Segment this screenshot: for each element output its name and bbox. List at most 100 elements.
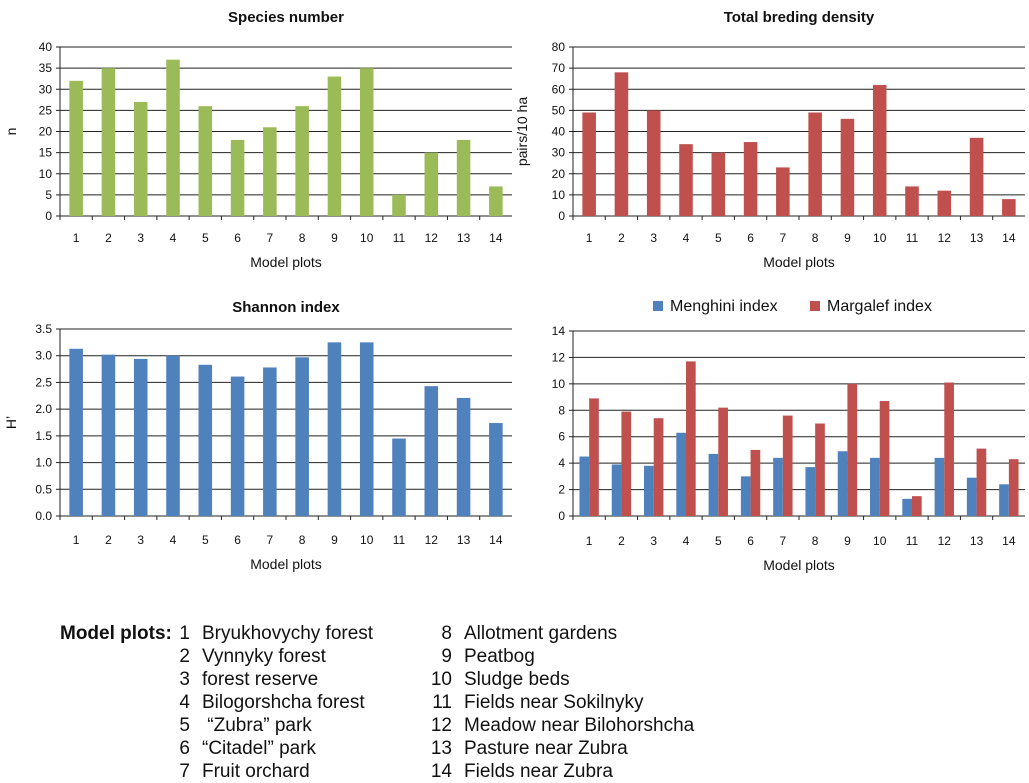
bar (327, 76, 342, 216)
species-number-chart: Species number 0 5 10 15 20 25 30 35 40 1 2 3 4 5 6 7 8 9 1… (0, 0, 520, 290)
bar (295, 106, 309, 216)
x-tick-label: 10 (360, 533, 374, 547)
legend-item-number: 5 (179, 715, 190, 736)
x-tick-label: 3 (650, 534, 657, 548)
legend-item: 6 “Citadel” park (178, 737, 373, 760)
bar (69, 80, 83, 216)
bar (579, 456, 590, 516)
x-tick-label: 10 (873, 534, 887, 548)
x-tick-label: 6 (747, 534, 754, 548)
bar (133, 358, 148, 516)
x-tick-label: 14 (489, 231, 503, 245)
y-tick-label: 4 (558, 456, 565, 470)
x-tick-label: 7 (267, 533, 274, 547)
bar (840, 118, 855, 216)
y-tick-label: 6 (558, 430, 565, 444)
y-tick-label: 2 (558, 483, 565, 497)
bar (750, 449, 761, 516)
x-tick-label: 2 (618, 534, 625, 548)
chart-title: Species number (228, 9, 344, 26)
legend-item: 7 Fruit orchard (178, 760, 373, 783)
x-tick-label: 1 (586, 534, 593, 548)
bar (944, 382, 954, 516)
bar (424, 152, 439, 216)
model-plots-legend: Model plots: 1 Bryukhovychy forest 2 Vynnyk… (60, 620, 820, 782)
x-tick-label: 12 (938, 534, 952, 548)
legend-item-number: 2 (179, 646, 190, 667)
bar (902, 498, 912, 516)
menghini-margalef-chart: 0 2 4 6 8 10 12 14 1 2 3 4 5 6 7 8 9 10 11 12 13 14 Model plot… (505, 290, 1025, 610)
legend-swatch (810, 301, 820, 311)
bar (456, 139, 471, 216)
legend-item-number: 4 (179, 692, 190, 713)
bar (69, 348, 83, 516)
bar (101, 354, 116, 516)
y-tick-label: 20 (552, 167, 566, 181)
legend-item-number: 11 (432, 692, 452, 713)
x-tick-label: 10 (873, 231, 887, 245)
legend-item: 13 Pasture near Zubra (430, 737, 694, 760)
x-tick-label: 1 (73, 231, 80, 245)
bar (263, 127, 277, 216)
bar (198, 106, 213, 216)
legend-item-number: 12 (430, 715, 452, 736)
bar (679, 144, 693, 216)
bar (392, 438, 406, 516)
bar (740, 476, 751, 516)
x-tick-label: 9 (844, 534, 851, 548)
y-tick-label: 14 (552, 324, 566, 338)
bar (359, 342, 374, 516)
y-tick-label: 5 (45, 188, 52, 202)
y-tick-label: 1.0 (35, 456, 52, 470)
x-axis-label: Model plots (763, 557, 835, 573)
legend-swatch (653, 301, 663, 311)
x-tick-label: 5 (715, 534, 722, 548)
legend-item-name: “Zubra” park (202, 715, 312, 736)
bar (489, 186, 503, 216)
x-tick-label: 11 (393, 231, 406, 245)
x-tick-label: 7 (780, 231, 787, 245)
y-tick-label: 2.0 (35, 402, 52, 416)
y-tick-label: 35 (39, 61, 53, 75)
bar (644, 465, 654, 516)
bar (614, 72, 629, 216)
x-tick-label: 5 (202, 533, 209, 547)
bar (782, 415, 793, 516)
bar (776, 167, 790, 216)
x-axis-label: Model plots (250, 556, 322, 572)
bar (489, 423, 503, 516)
bar (295, 357, 309, 516)
x-tick-label: 8 (299, 533, 306, 547)
y-tick-label: 60 (552, 82, 566, 96)
bar (934, 457, 945, 516)
x-tick-label: 3 (650, 231, 657, 245)
x-tick-label: 9 (844, 231, 851, 245)
y-tick-label: 30 (552, 146, 566, 160)
bar (969, 137, 984, 216)
x-tick-label: 10 (360, 231, 374, 245)
legend-item-number: 13 (430, 738, 452, 759)
legend-item-number: 1 (179, 623, 190, 644)
bar (872, 85, 887, 217)
legend-item-name: Fields near Sokilnyky (464, 692, 644, 713)
y-axis-label: H’ (3, 416, 19, 429)
bar (708, 453, 719, 516)
y-tick-label: 80 (552, 40, 566, 54)
y-tick-label: 3.5 (35, 322, 52, 336)
x-tick-label: 8 (812, 534, 819, 548)
x-tick-label: 11 (906, 231, 919, 245)
x-tick-label: 5 (202, 231, 209, 245)
x-tick-label: 1 (73, 533, 80, 547)
y-tick-label: 2.5 (35, 375, 52, 389)
x-tick-label: 2 (105, 231, 112, 245)
bar (611, 464, 622, 516)
y-axis-label: pairs/10 ha (514, 97, 530, 166)
legend-item-name: Bilogorshcha forest (202, 692, 365, 713)
y-tick-label: 25 (39, 103, 53, 117)
legend-item: 14 Fields near Zubra (430, 760, 694, 783)
y-tick-label: 10 (39, 167, 53, 181)
legend-label: Menghini index (670, 298, 778, 315)
bar (870, 457, 880, 516)
bar (359, 68, 374, 216)
